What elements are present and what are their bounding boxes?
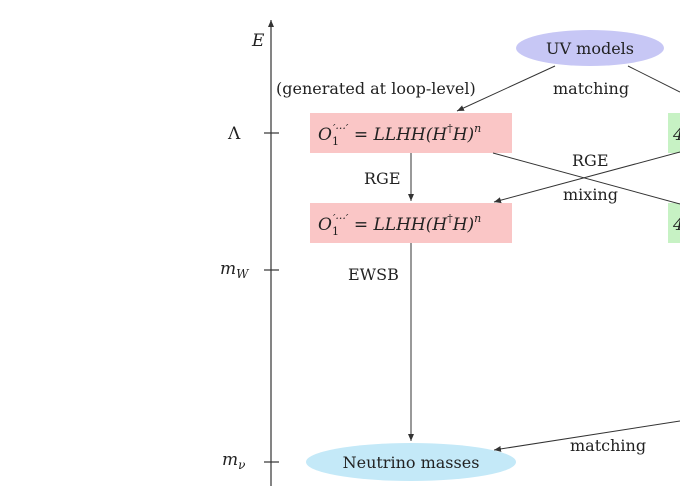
operator-box-mixed xyxy=(310,203,512,243)
matching-top-label: matching xyxy=(553,79,629,98)
neutrino-masses-label: Neutrino masses xyxy=(343,453,480,472)
tick-label-lambda: Λ xyxy=(227,124,241,144)
operator-box-lambda xyxy=(310,113,512,153)
right-operator-box-upper xyxy=(668,113,680,153)
right-operator-glyph-lower: 4 xyxy=(672,215,680,235)
right-operator-box-lower xyxy=(668,203,680,243)
operator-formula-mixed: O1′···′ = LLHH(H†H)n xyxy=(318,212,481,238)
arrow-uv-to-operator xyxy=(456,65,556,112)
rge-cross-label: RGE xyxy=(572,151,609,170)
uv-models-node xyxy=(516,30,664,66)
generated-note: (generated at loop-level) xyxy=(276,79,476,98)
operator-formula-lambda: O1′···′ = LLHH(H†H)n xyxy=(318,122,481,148)
tick-label-mw: mW xyxy=(220,259,250,281)
rge-left-label: RGE xyxy=(364,169,401,188)
uv-models-label: UV models xyxy=(546,39,634,58)
arrow-uv-to-right xyxy=(627,65,680,93)
tick-label-mnu: mν xyxy=(222,450,245,472)
ewsb-label: EWSB xyxy=(348,265,399,284)
energy-axis: E Λ mW mν xyxy=(220,20,279,486)
arrow-right-to-neutrino xyxy=(493,420,680,452)
arrow-cross-to-right xyxy=(492,152,680,205)
matching-bottom-label: matching xyxy=(570,436,646,455)
mixing-label: mixing xyxy=(563,185,618,204)
energy-axis-label: E xyxy=(251,31,265,51)
arrow-cross-from-right xyxy=(493,151,680,204)
neutrino-masses-node xyxy=(306,443,516,481)
right-operator-glyph-upper: 4 xyxy=(672,125,680,145)
